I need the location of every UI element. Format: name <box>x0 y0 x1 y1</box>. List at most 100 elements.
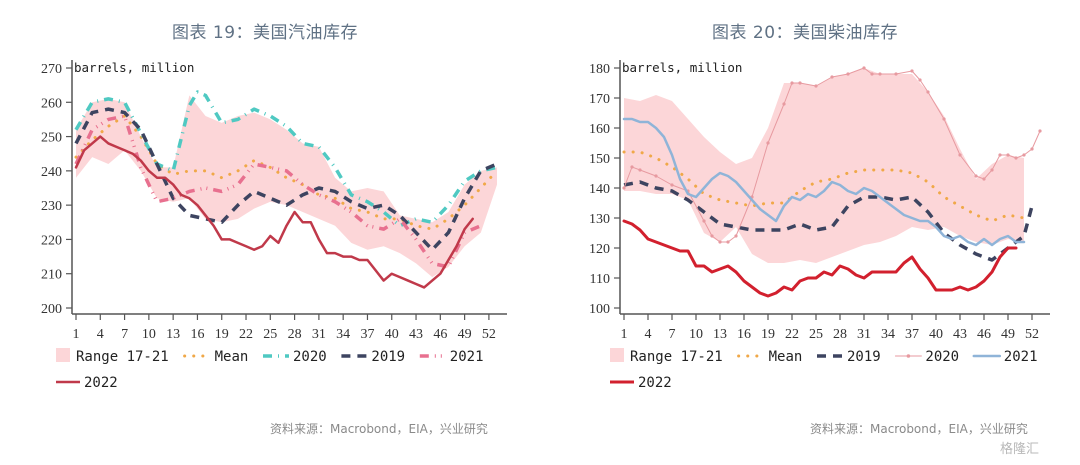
legend-swatch-range <box>610 348 624 362</box>
chart-title-diesel: 图表 20：美国柴油库存 <box>712 23 899 43</box>
watermark-logo: 格隆汇 <box>1000 442 1040 457</box>
x-tick-label: 16 <box>190 327 204 342</box>
y-tick-label: 240 <box>41 165 62 180</box>
series-point-2020 <box>654 174 658 178</box>
x-tick-label: 1 <box>621 327 628 342</box>
x-tick-label: 13 <box>166 327 180 342</box>
series-point-2020 <box>918 78 922 82</box>
legend-marker <box>906 354 911 358</box>
series-point-2020 <box>1014 156 1018 160</box>
x-tick-label: 31 <box>857 327 871 342</box>
series-point-2020 <box>1022 153 1026 157</box>
x-tick-label: 46 <box>433 327 447 342</box>
x-tick-label: 52 <box>1025 327 1039 342</box>
series-point-2020 <box>798 81 802 85</box>
x-tick-label: 52 <box>482 327 496 342</box>
legend-label-mean: Mean <box>215 349 249 365</box>
y-tick-label: 260 <box>41 96 62 111</box>
legend-label-2021: 2021 <box>1004 349 1038 365</box>
series-point-2020 <box>998 153 1002 157</box>
y-unit-label: barrels, million <box>74 60 194 75</box>
y-tick-label: 250 <box>41 131 62 146</box>
y-tick-label: 230 <box>41 199 62 214</box>
x-tick-label: 34 <box>336 327 350 342</box>
x-tick-label: 22 <box>785 327 799 342</box>
legend-label-2021: 2021 <box>450 349 484 365</box>
series-line-2021 <box>74 114 482 269</box>
series-point-2020 <box>790 81 794 85</box>
x-tick-label: 19 <box>761 327 775 342</box>
series-point-2020 <box>718 240 722 244</box>
x-tick-label: 1 <box>73 327 80 342</box>
legend-label-2020: 2020 <box>925 349 959 365</box>
series-point-2020 <box>702 219 706 223</box>
x-tick-label: 25 <box>263 327 277 342</box>
y-tick-label: 140 <box>589 182 610 197</box>
y-tick-label: 220 <box>41 233 62 248</box>
source-note-diesel: 资料来源：Macrobond，EIA，兴业研究 <box>810 422 1028 436</box>
series-point-2020 <box>982 177 986 181</box>
series-point-2020 <box>670 183 674 187</box>
series-line-2022 <box>622 219 1018 298</box>
series-point-2020 <box>1006 153 1010 157</box>
x-tick-label: 7 <box>121 327 128 342</box>
series-point-2020 <box>710 234 714 238</box>
x-tick-label: 16 <box>737 327 751 342</box>
range-band <box>76 95 497 278</box>
series-point-2020 <box>766 141 770 145</box>
series-point-2020 <box>910 69 914 73</box>
series-point-2020 <box>830 75 834 79</box>
x-tick-label: 28 <box>288 327 302 342</box>
series-point-2020 <box>926 90 930 94</box>
y-tick-label: 160 <box>589 122 610 137</box>
legend-label-2020: 2020 <box>293 349 327 365</box>
y-tick-label: 170 <box>589 92 610 107</box>
x-tick-label: 43 <box>953 327 967 342</box>
range-band <box>624 68 1024 263</box>
y-tick-label: 130 <box>589 212 610 227</box>
x-tick-label: 19 <box>215 327 229 342</box>
legend: Range 17-21 Mean 2020 2019 2021 2022 <box>56 348 484 391</box>
x-tick-label: 4 <box>97 327 104 342</box>
series-point-2020 <box>630 165 634 169</box>
y-tick-label: 150 <box>589 152 610 167</box>
y-unit-label: barrels, million <box>622 60 742 75</box>
x-tick-label: 22 <box>239 327 253 342</box>
series-point-2020 <box>726 240 730 244</box>
y-tick-label: 180 <box>589 62 610 77</box>
x-tick-label: 28 <box>833 327 847 342</box>
x-tick-label: 37 <box>360 327 374 342</box>
y-tick-label: 100 <box>589 302 610 317</box>
y-tick-label: 210 <box>41 268 62 283</box>
series-point-2020 <box>862 66 866 70</box>
legend-label-2019: 2019 <box>371 349 405 365</box>
series-point-2020 <box>734 234 738 238</box>
legend: Range 17-21 Mean 2019 2020 2021 2022 <box>610 348 1038 391</box>
chart-title-gasoline: 图表 19：美国汽油库存 <box>172 23 359 43</box>
y-tick-label: 270 <box>41 62 62 77</box>
x-tick-label: 31 <box>312 327 326 342</box>
x-tick-label: 4 <box>645 327 652 342</box>
y-tick-label: 120 <box>589 242 610 257</box>
y-tick-label: 110 <box>590 272 610 287</box>
series-point-2020 <box>1030 147 1034 151</box>
series-point-2020 <box>814 84 818 88</box>
x-tick-label: 49 <box>1001 327 1015 342</box>
series-point-2020 <box>958 153 962 157</box>
legend-label-2019: 2019 <box>847 349 881 365</box>
x-tick-label: 40 <box>929 327 943 342</box>
x-tick-label: 7 <box>669 327 676 342</box>
series-point-2020 <box>894 72 898 76</box>
legend-label-2022: 2022 <box>84 375 118 391</box>
series-line-2021 <box>622 117 1026 247</box>
series-point-2020 <box>846 72 850 76</box>
series-line-2019 <box>74 107 498 252</box>
legend-label-range-17-21: Range 17-21 <box>76 349 169 365</box>
legend-swatch-range <box>56 348 70 362</box>
chart-1: 200 210 220 230 240 250 260 270 1 4 7 10 13 16 19 22 25 2… <box>41 60 507 391</box>
legend-label-mean: Mean <box>769 349 803 365</box>
x-tick-label: 40 <box>385 327 399 342</box>
series-point-2020 <box>782 102 786 106</box>
series-point-2020 <box>942 117 946 121</box>
